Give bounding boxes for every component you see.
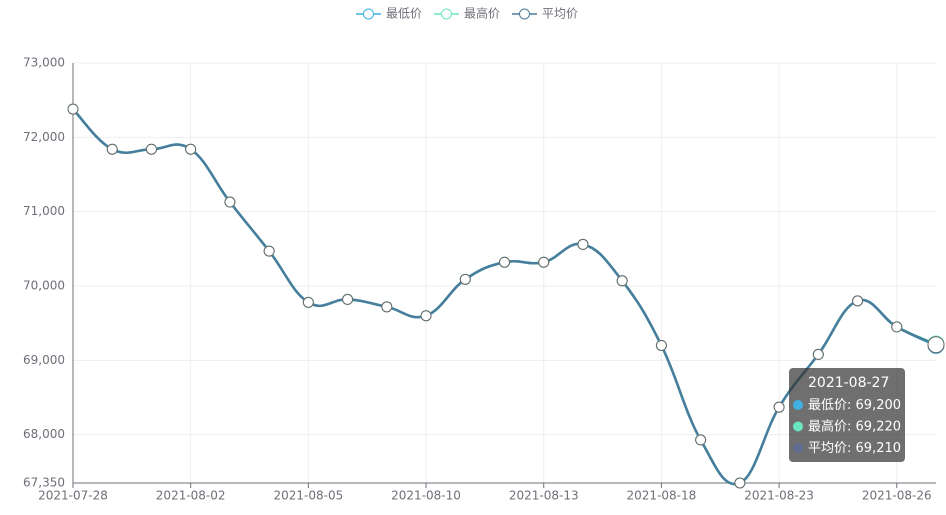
data-point xyxy=(224,196,236,208)
x-tick-label: 2021-08-05 xyxy=(273,489,343,503)
x-tick-label: 2021-08-10 xyxy=(391,489,461,503)
data-point xyxy=(145,143,157,155)
legend-item[interactable]: 平均价 xyxy=(512,7,578,21)
data-point xyxy=(106,143,118,155)
legend-item[interactable]: 最低价 xyxy=(356,7,422,21)
data-point xyxy=(342,293,354,305)
tooltip-value: 69,220 xyxy=(856,419,902,434)
y-tick-label: 72,000 xyxy=(23,130,65,144)
tooltip-name: 最高价 xyxy=(808,418,847,434)
legend-label: 最低价 xyxy=(386,7,422,21)
tooltip-sep: : xyxy=(847,398,856,413)
data-point xyxy=(381,301,393,313)
legend-icon xyxy=(363,8,374,20)
y-tick-label: 68,000 xyxy=(23,427,65,441)
y-tick-label: 73,000 xyxy=(23,56,65,70)
tooltip-name: 最低价 xyxy=(808,398,847,413)
legend-label: 平均价 xyxy=(542,7,578,21)
data-point xyxy=(812,348,824,360)
data-point xyxy=(185,143,197,155)
y-tick-label: 70,000 xyxy=(23,279,65,293)
data-point xyxy=(616,275,628,287)
tooltip-text: 最低价: 69,200 xyxy=(808,398,901,413)
data-point xyxy=(734,477,746,489)
tooltip-sep: : xyxy=(847,441,856,456)
legend-icon xyxy=(441,8,452,20)
data-point xyxy=(302,296,314,308)
tooltip-name: 平均价 xyxy=(808,441,847,456)
x-tick-label: 2021-08-23 xyxy=(744,489,814,503)
data-point xyxy=(263,245,275,257)
data-point xyxy=(773,401,785,413)
data-point xyxy=(927,336,945,354)
data-point xyxy=(459,273,471,285)
y-tick-label: 69,000 xyxy=(23,353,65,367)
data-point xyxy=(420,310,432,322)
x-tick-label: 2021-08-26 xyxy=(862,489,932,503)
data-point xyxy=(695,434,707,446)
x-tick-label: 2021-08-02 xyxy=(156,489,226,503)
y-tick-label: 67,350 xyxy=(23,476,65,490)
tooltip-value: 69,200 xyxy=(856,398,902,413)
tooltip-dot xyxy=(793,400,803,410)
legend-item[interactable]: 最高价 xyxy=(434,6,500,21)
x-tick-label: 2021-08-18 xyxy=(627,489,697,503)
tooltip-value: 69,210 xyxy=(856,441,902,456)
x-tick-label: 2021-08-13 xyxy=(509,489,579,503)
data-point xyxy=(538,256,550,268)
y-tick-label: 71,000 xyxy=(23,204,65,218)
tooltip-text: 平均价: 69,210 xyxy=(808,441,901,456)
legend-label: 最高价 xyxy=(464,6,500,21)
x-tick-label: 2021-07-28 xyxy=(38,489,108,503)
tooltip-dot xyxy=(793,443,803,453)
data-point xyxy=(655,339,667,351)
data-point xyxy=(577,238,589,250)
tooltip-title: 2021-08-27 xyxy=(808,375,889,391)
legend-icon xyxy=(519,8,530,20)
data-point xyxy=(67,103,79,115)
tooltip: 2021-08-27 最低价: 69,200 最高价: 69,220 平均价: 69,… xyxy=(789,368,905,462)
data-point xyxy=(499,256,510,268)
tooltip-box xyxy=(789,368,905,462)
data-point xyxy=(891,321,903,333)
tooltip-dot xyxy=(793,421,803,432)
tooltip-text: 最高价: 69,220 xyxy=(808,418,901,434)
tooltip-sep: : xyxy=(847,419,856,434)
data-point xyxy=(852,295,864,307)
